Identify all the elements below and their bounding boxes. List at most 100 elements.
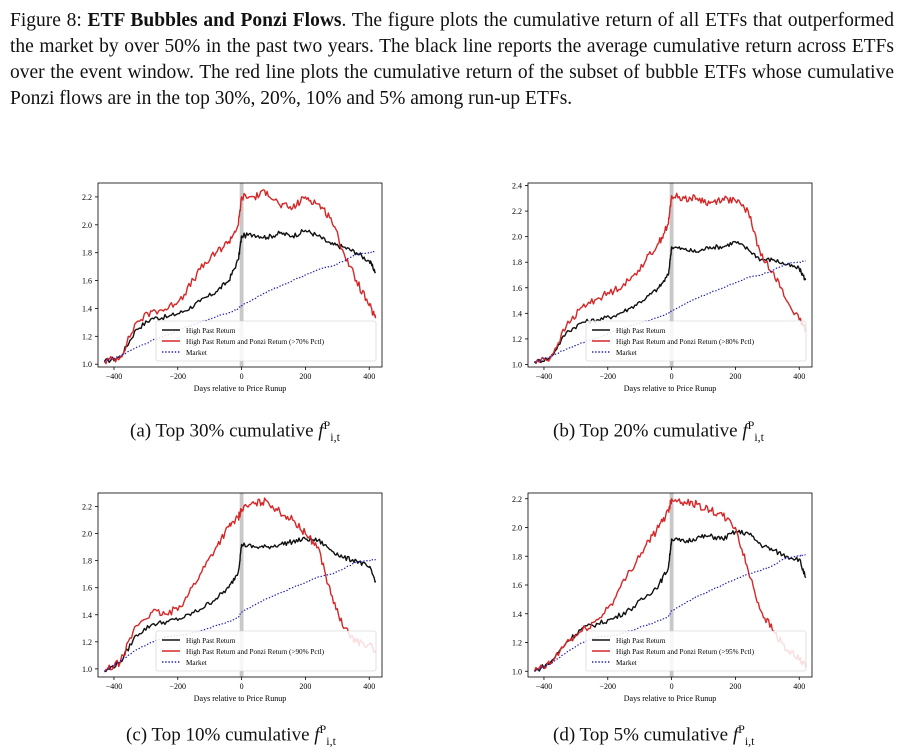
x-tick-label: 200	[729, 682, 741, 691]
legend-label: High Past Return and Ponzi Return (>95% …	[616, 648, 755, 656]
chart-panel-a: −400 −200 0 200 400 1.0 1.2 1.4 1.6 1.8 2.0 2.2 Days…	[40, 175, 460, 425]
series-high-past-return	[533, 529, 807, 672]
legend-label: Market	[616, 349, 637, 357]
y-tick-label: 2.0	[512, 233, 522, 242]
x-tick-label: −400	[106, 372, 123, 381]
legend-label: High Past Return	[616, 637, 666, 645]
chart-svg: −400 −200 0 200 400 1.0 1.2 1.4 1.6 1.8 2.0 2.2 Days…	[512, 492, 813, 703]
math-sub: i,t	[744, 734, 755, 749]
legend-label: Market	[186, 349, 207, 357]
plot-frame	[97, 492, 383, 678]
x-tick-label: 0	[240, 682, 244, 691]
y-tick-label: 1.4	[512, 610, 522, 619]
legend-box	[585, 320, 807, 362]
subcaption-text: (c) Top 10% cumulative	[126, 724, 310, 746]
legend-label: High Past Return and Ponzi Return (>90% …	[186, 648, 325, 656]
y-tick-label: 1.0	[512, 667, 522, 676]
chart-panel-c: −400 −200 0 200 400 1.0 1.2 1.4 1.6 1.8 2.0 2.2 Days…	[40, 485, 460, 735]
event-window-band	[239, 183, 244, 367]
math-sup: P	[747, 418, 755, 432]
y-tick-label: 1.4	[82, 611, 92, 620]
legend-label: High Past Return	[616, 327, 666, 335]
x-tick-label: −200	[170, 682, 187, 691]
math-sup: P	[319, 722, 327, 736]
x-tick-label: 200	[299, 682, 311, 691]
figure-caption-body: . The figure plots the cumulative return…	[10, 10, 894, 109]
subcaption-a: (a) Top 30% cumulative fPi,t	[130, 418, 340, 445]
legend-box	[585, 630, 807, 672]
y-tick-label: 1.2	[82, 638, 92, 647]
x-axis-label: Days relative to Price Runup	[624, 384, 716, 393]
series-high-past-return	[103, 229, 377, 364]
y-tick-label: 2.2	[512, 495, 522, 504]
event-window-band	[669, 183, 674, 367]
y-tick-label: 1.0	[82, 665, 92, 674]
plot-frame	[97, 182, 383, 368]
event-window-band	[669, 493, 674, 677]
x-tick-label: −400	[536, 682, 553, 691]
y-tick-label: 1.6	[82, 277, 92, 286]
x-tick-label: 400	[793, 372, 805, 381]
x-axis-label: Days relative to Price Runup	[194, 694, 286, 703]
y-tick-label: 1.8	[82, 249, 92, 258]
subcaption-text: (b) Top 20% cumulative	[553, 420, 738, 442]
series-market	[104, 250, 376, 362]
series-ponzi-return	[534, 192, 807, 363]
series-ponzi-return	[533, 498, 807, 672]
legend: High Past Return High Past Return and Pon…	[155, 630, 377, 672]
y-tick-label: 2.2	[82, 503, 92, 512]
figure-title: ETF Bubbles and Ponzi Flows	[87, 10, 342, 31]
math-sub: i,t	[326, 734, 336, 749]
figure-label: Figure 8:	[10, 10, 82, 31]
chart-svg: −400 −200 0 200 400 1.0 1.2 1.4 1.6 1.8 2.0 2.2 2.4 D…	[512, 182, 813, 393]
subcaption-d: (d) Top 5% cumulative fPi,t	[553, 722, 754, 749]
x-tick-label: 0	[670, 372, 674, 381]
legend-label: Market	[186, 659, 207, 667]
x-tick-label: −200	[600, 682, 617, 691]
series-ponzi-return	[103, 189, 377, 365]
subcaption-c: (c) Top 10% cumulative fPi,t	[126, 722, 336, 749]
subcaption-text: (a) Top 30% cumulative	[130, 420, 314, 442]
math-sub: i,t	[330, 430, 340, 445]
x-tick-label: 400	[363, 682, 375, 691]
x-tick-label: 0	[240, 372, 244, 381]
y-tick-label: 1.2	[512, 639, 522, 648]
y-tick-label: 1.2	[512, 335, 522, 344]
legend-label: High Past Return	[186, 637, 236, 645]
subcaption-text: (d) Top 5% cumulative	[553, 724, 729, 746]
y-tick-label: 1.6	[512, 581, 522, 590]
y-tick-label: 1.8	[512, 552, 522, 561]
legend-box	[155, 320, 377, 362]
series-high-past-return	[104, 536, 377, 673]
legend-box	[155, 630, 377, 672]
legend-label: High Past Return	[186, 327, 236, 335]
series-market	[103, 558, 376, 673]
math-symbol: f	[732, 724, 739, 746]
x-axis-label: Days relative to Price Runup	[624, 694, 716, 703]
y-tick-label: 1.6	[82, 584, 92, 593]
x-tick-label: −200	[170, 372, 187, 381]
math-sup: P	[323, 418, 331, 432]
y-tick-label: 2.0	[82, 221, 92, 230]
chart-panel-d: −400 −200 0 200 400 1.0 1.2 1.4 1.6 1.8 2.0 2.2 Days…	[470, 485, 890, 735]
legend: High Past Return High Past Return and Pon…	[585, 630, 807, 672]
x-tick-label: −200	[600, 372, 617, 381]
event-window-band	[239, 493, 244, 677]
legend: High Past Return High Past Return and Pon…	[585, 320, 807, 362]
math-symbol: f	[742, 420, 748, 442]
math-symbol: f	[318, 420, 324, 442]
math-sub: i,t	[754, 430, 764, 445]
y-tick-label: 1.0	[82, 360, 92, 369]
y-tick-label: 1.8	[82, 557, 92, 566]
y-tick-label: 2.0	[82, 530, 92, 539]
legend-label: High Past Return and Ponzi Return (>70% …	[186, 338, 325, 346]
subcaption-b: (b) Top 20% cumulative fPi,t	[553, 418, 764, 445]
y-tick-label: 1.6	[512, 284, 522, 293]
chart-svg: −400 −200 0 200 400 1.0 1.2 1.4 1.6 1.8 2.0 2.2 Days…	[82, 182, 383, 393]
x-tick-label: −400	[536, 372, 553, 381]
y-tick-label: 1.4	[512, 309, 522, 318]
math-symbol: f	[314, 724, 320, 746]
x-tick-label: 200	[729, 372, 741, 381]
x-tick-label: 0	[670, 682, 674, 691]
x-tick-label: 400	[363, 372, 375, 381]
